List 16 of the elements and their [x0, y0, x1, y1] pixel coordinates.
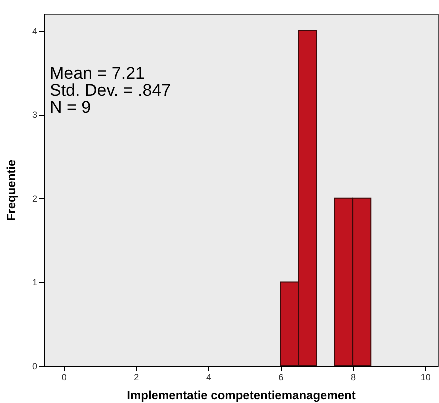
y-tick-label: 4 [32, 26, 38, 36]
y-tick-label: 1 [32, 278, 38, 288]
annotation: N = 9 [50, 98, 92, 117]
x-tick-label: 0 [62, 372, 67, 382]
y-tick-label: 0 [32, 362, 38, 372]
x-axis-title: Implementatie competentiemanagement [127, 388, 356, 402]
y-axis-title: Frequentie [4, 160, 18, 222]
annotation: Std. Dev. = .847 [50, 81, 172, 100]
x-tick-label: 8 [351, 372, 356, 382]
annotation: Mean = 7.21 [50, 64, 145, 83]
x-tick-label: 10 [420, 372, 431, 382]
x-tick-label: 2 [134, 372, 140, 382]
x-tick-label: 6 [278, 372, 284, 382]
x-tick-label: 4 [206, 372, 212, 382]
y-tick-label: 3 [32, 110, 38, 120]
y-tick-label: 2 [32, 194, 38, 204]
